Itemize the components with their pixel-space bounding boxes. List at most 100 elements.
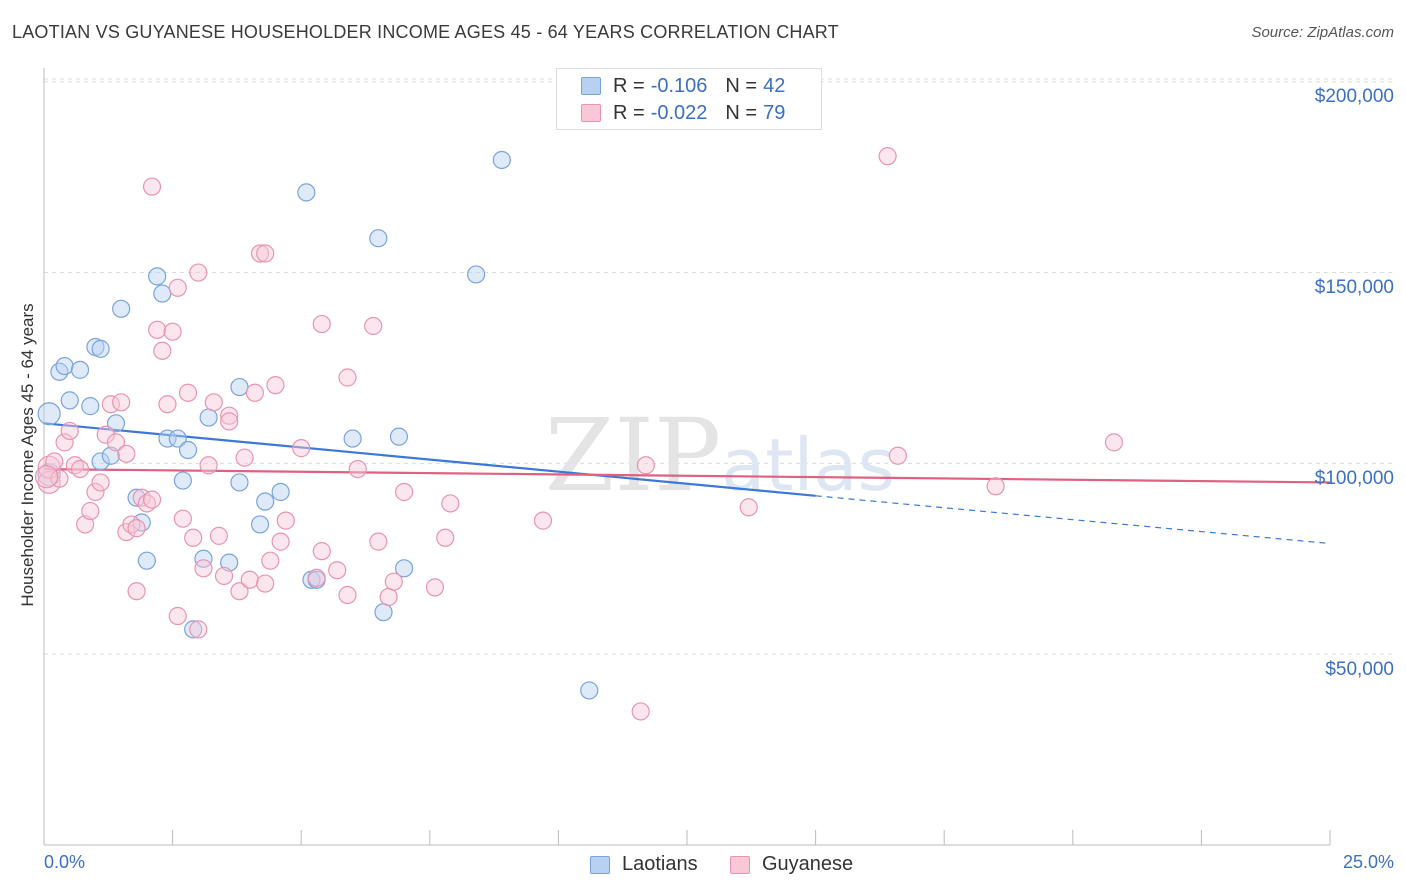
laotians-point	[194, 549, 213, 568]
laotians-point	[81, 397, 100, 416]
laotians-point	[127, 488, 146, 507]
n-label: N =	[725, 101, 758, 124]
guyanese-point	[148, 320, 167, 339]
guyanese-point	[142, 490, 162, 509]
guyanese-point	[338, 368, 357, 387]
guyanese-point	[240, 570, 259, 589]
guyanese-point	[276, 511, 295, 530]
laotians-swatch	[590, 855, 610, 874]
grid-lines	[44, 78, 1394, 655]
guyanese-point	[142, 177, 162, 196]
guyanese-point	[888, 446, 908, 465]
guyanese-point	[189, 263, 208, 282]
y-tick-label: $200,000	[1314, 86, 1394, 107]
laotians-point	[37, 402, 61, 426]
guyanese-point	[292, 439, 311, 458]
laotians-point	[466, 265, 486, 284]
laotians-trend-extension	[815, 495, 1331, 545]
laotians-point	[230, 377, 249, 397]
guyanese-point	[338, 585, 357, 605]
guyanese-point	[70, 459, 90, 479]
laotians-point	[343, 429, 362, 448]
laotians-point	[50, 362, 69, 381]
guyanese-point	[256, 244, 275, 263]
laotians-point	[369, 229, 388, 248]
laotians-point	[580, 681, 599, 700]
guyanese-swatch	[581, 104, 601, 122]
guyanese-point	[34, 465, 59, 489]
guyanese-point	[436, 528, 455, 547]
guyanese-point	[425, 578, 445, 597]
guyanese-point	[739, 498, 758, 517]
guyanese-point	[631, 702, 650, 721]
axes	[43, 68, 1331, 846]
guyanese-point	[256, 574, 275, 593]
y-tick-label: $150,000	[1314, 277, 1394, 298]
r-value: -0.106	[650, 74, 708, 97]
guyanese-point	[86, 482, 105, 502]
guyanese-swatch	[730, 855, 750, 874]
guyanese-point	[112, 393, 131, 412]
laotians-point	[271, 482, 290, 502]
guyanese-point	[127, 519, 146, 538]
laotians-point	[168, 429, 187, 448]
laotians-swatch	[581, 77, 601, 95]
laotians-point	[199, 408, 218, 427]
guyanese-point	[235, 448, 254, 467]
guyanese-point	[55, 433, 74, 452]
guyanese-point	[199, 456, 218, 475]
laotians-point	[230, 473, 249, 492]
y-tick-label: $100,000	[1314, 468, 1394, 489]
legend-item-guyanese[interactable]: Guyanese	[730, 853, 853, 876]
n-label: N =	[725, 74, 758, 97]
guyanese-point	[81, 501, 100, 521]
guyanese-point	[163, 322, 182, 341]
laotians-point	[101, 446, 120, 465]
n-value: 79	[763, 101, 786, 124]
legend-label: Laotians	[622, 853, 698, 875]
guyanese-point	[266, 376, 285, 395]
chart-title: LAOTIAN VS GUYANESE HOUSEHOLDER INCOME A…	[12, 22, 839, 42]
y-tick-label: $50,000	[1325, 659, 1394, 680]
guyanese-point	[220, 412, 239, 431]
laotians-point	[91, 452, 110, 471]
legend-item-laotians[interactable]: Laotians	[590, 853, 698, 876]
laotians-point	[178, 440, 198, 460]
guyanese-point	[394, 482, 414, 502]
guyanese-point	[384, 572, 403, 591]
laotians-point	[70, 360, 90, 379]
laotians-point	[55, 356, 74, 376]
guyanese-point	[230, 582, 249, 601]
laotians-point	[184, 620, 203, 639]
guyanese-point	[60, 421, 79, 441]
guyanese-point	[153, 341, 172, 360]
guyanese-point	[178, 383, 198, 402]
x-tick-label-max: 25.0%	[1342, 852, 1394, 872]
guyanese-point	[441, 494, 460, 513]
guyanese-point	[379, 587, 398, 607]
guyanese-point	[96, 425, 115, 444]
source-label: Source: ZipAtlas.com	[1251, 24, 1394, 41]
series-legend: Laotians Guyanese	[0, 850, 1406, 880]
laotians-point	[394, 559, 414, 578]
r-label: R =	[613, 74, 645, 97]
laotians-trend-line	[43, 422, 816, 497]
guyanese-point	[168, 278, 187, 297]
laotians-point	[389, 427, 409, 446]
guyanese-point	[986, 477, 1005, 496]
y-axis-label: Householder Income Ages 45 - 64 years	[18, 303, 37, 607]
laotians-point	[250, 515, 270, 534]
correlation-legend: R = -0.106 N = 42 R = -0.022 N = 79	[556, 68, 822, 130]
laotians-point	[91, 339, 110, 358]
r-value: -0.022	[650, 101, 708, 124]
guyanese-point	[106, 433, 126, 452]
watermark: ZIPatlas	[545, 397, 895, 514]
laotians-point	[297, 183, 316, 202]
guyanese-point	[878, 147, 897, 166]
guyanese-point	[184, 528, 203, 547]
guyanese-point	[261, 551, 280, 570]
guyanese-point	[204, 393, 223, 412]
laotians-point	[153, 284, 172, 303]
data-points	[34, 147, 1124, 721]
r-label: R =	[613, 101, 645, 124]
